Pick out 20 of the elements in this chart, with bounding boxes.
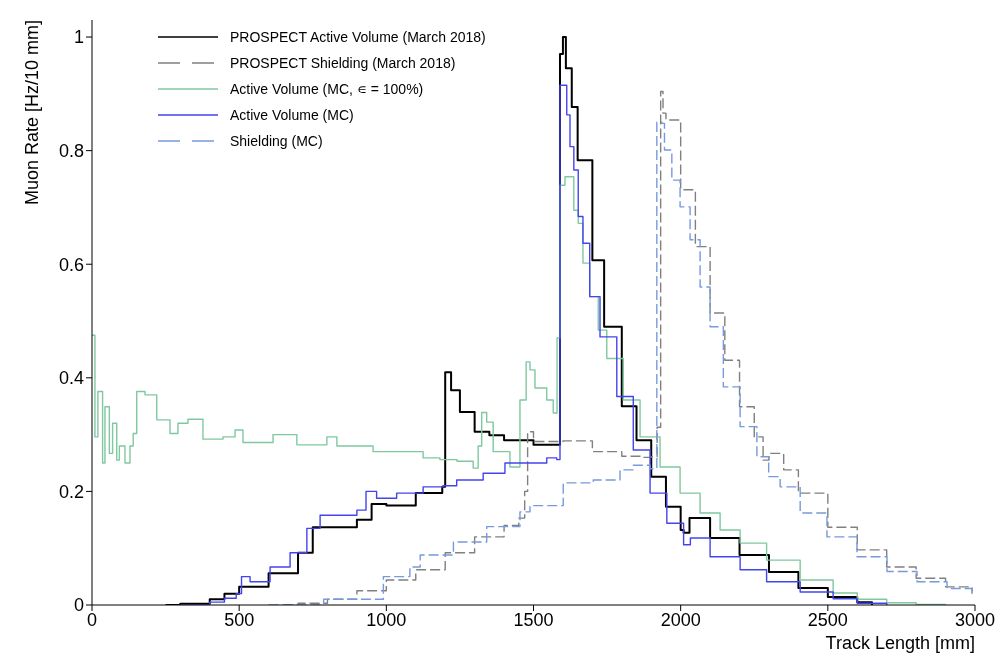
legend-label: PROSPECT Active Volume (March 2018) <box>230 29 486 45</box>
x-axis-title: Track Length [mm] <box>825 633 975 653</box>
y-tick-label: 0.6 <box>58 254 84 275</box>
y-tick-label: 0.4 <box>58 368 84 389</box>
x-tick-label: 2500 <box>807 609 848 630</box>
y-tick-label: 1 <box>73 27 84 48</box>
legend-label: PROSPECT Shielding (March 2018) <box>230 55 456 71</box>
x-tick-label: 1500 <box>513 609 554 630</box>
x-tick-label: 3000 <box>954 609 996 630</box>
y-tick-label: 0 <box>73 595 84 616</box>
legend-label: Shielding (MC) <box>230 133 323 149</box>
y-tick-label: 0.2 <box>58 481 84 502</box>
x-tick-label: 2000 <box>660 609 701 630</box>
legend-label: Active Volume (MC) <box>230 107 354 123</box>
legend-label: Active Volume (MC, ∊ = 100%) <box>230 81 424 97</box>
x-tick-label: 1000 <box>366 609 407 630</box>
x-tick-label: 500 <box>224 609 255 630</box>
x-tick-label: 0 <box>86 609 98 630</box>
y-axis-title: Muon Rate [Hz/10 mm] <box>22 20 42 206</box>
y-tick-label: 0.8 <box>58 141 84 162</box>
